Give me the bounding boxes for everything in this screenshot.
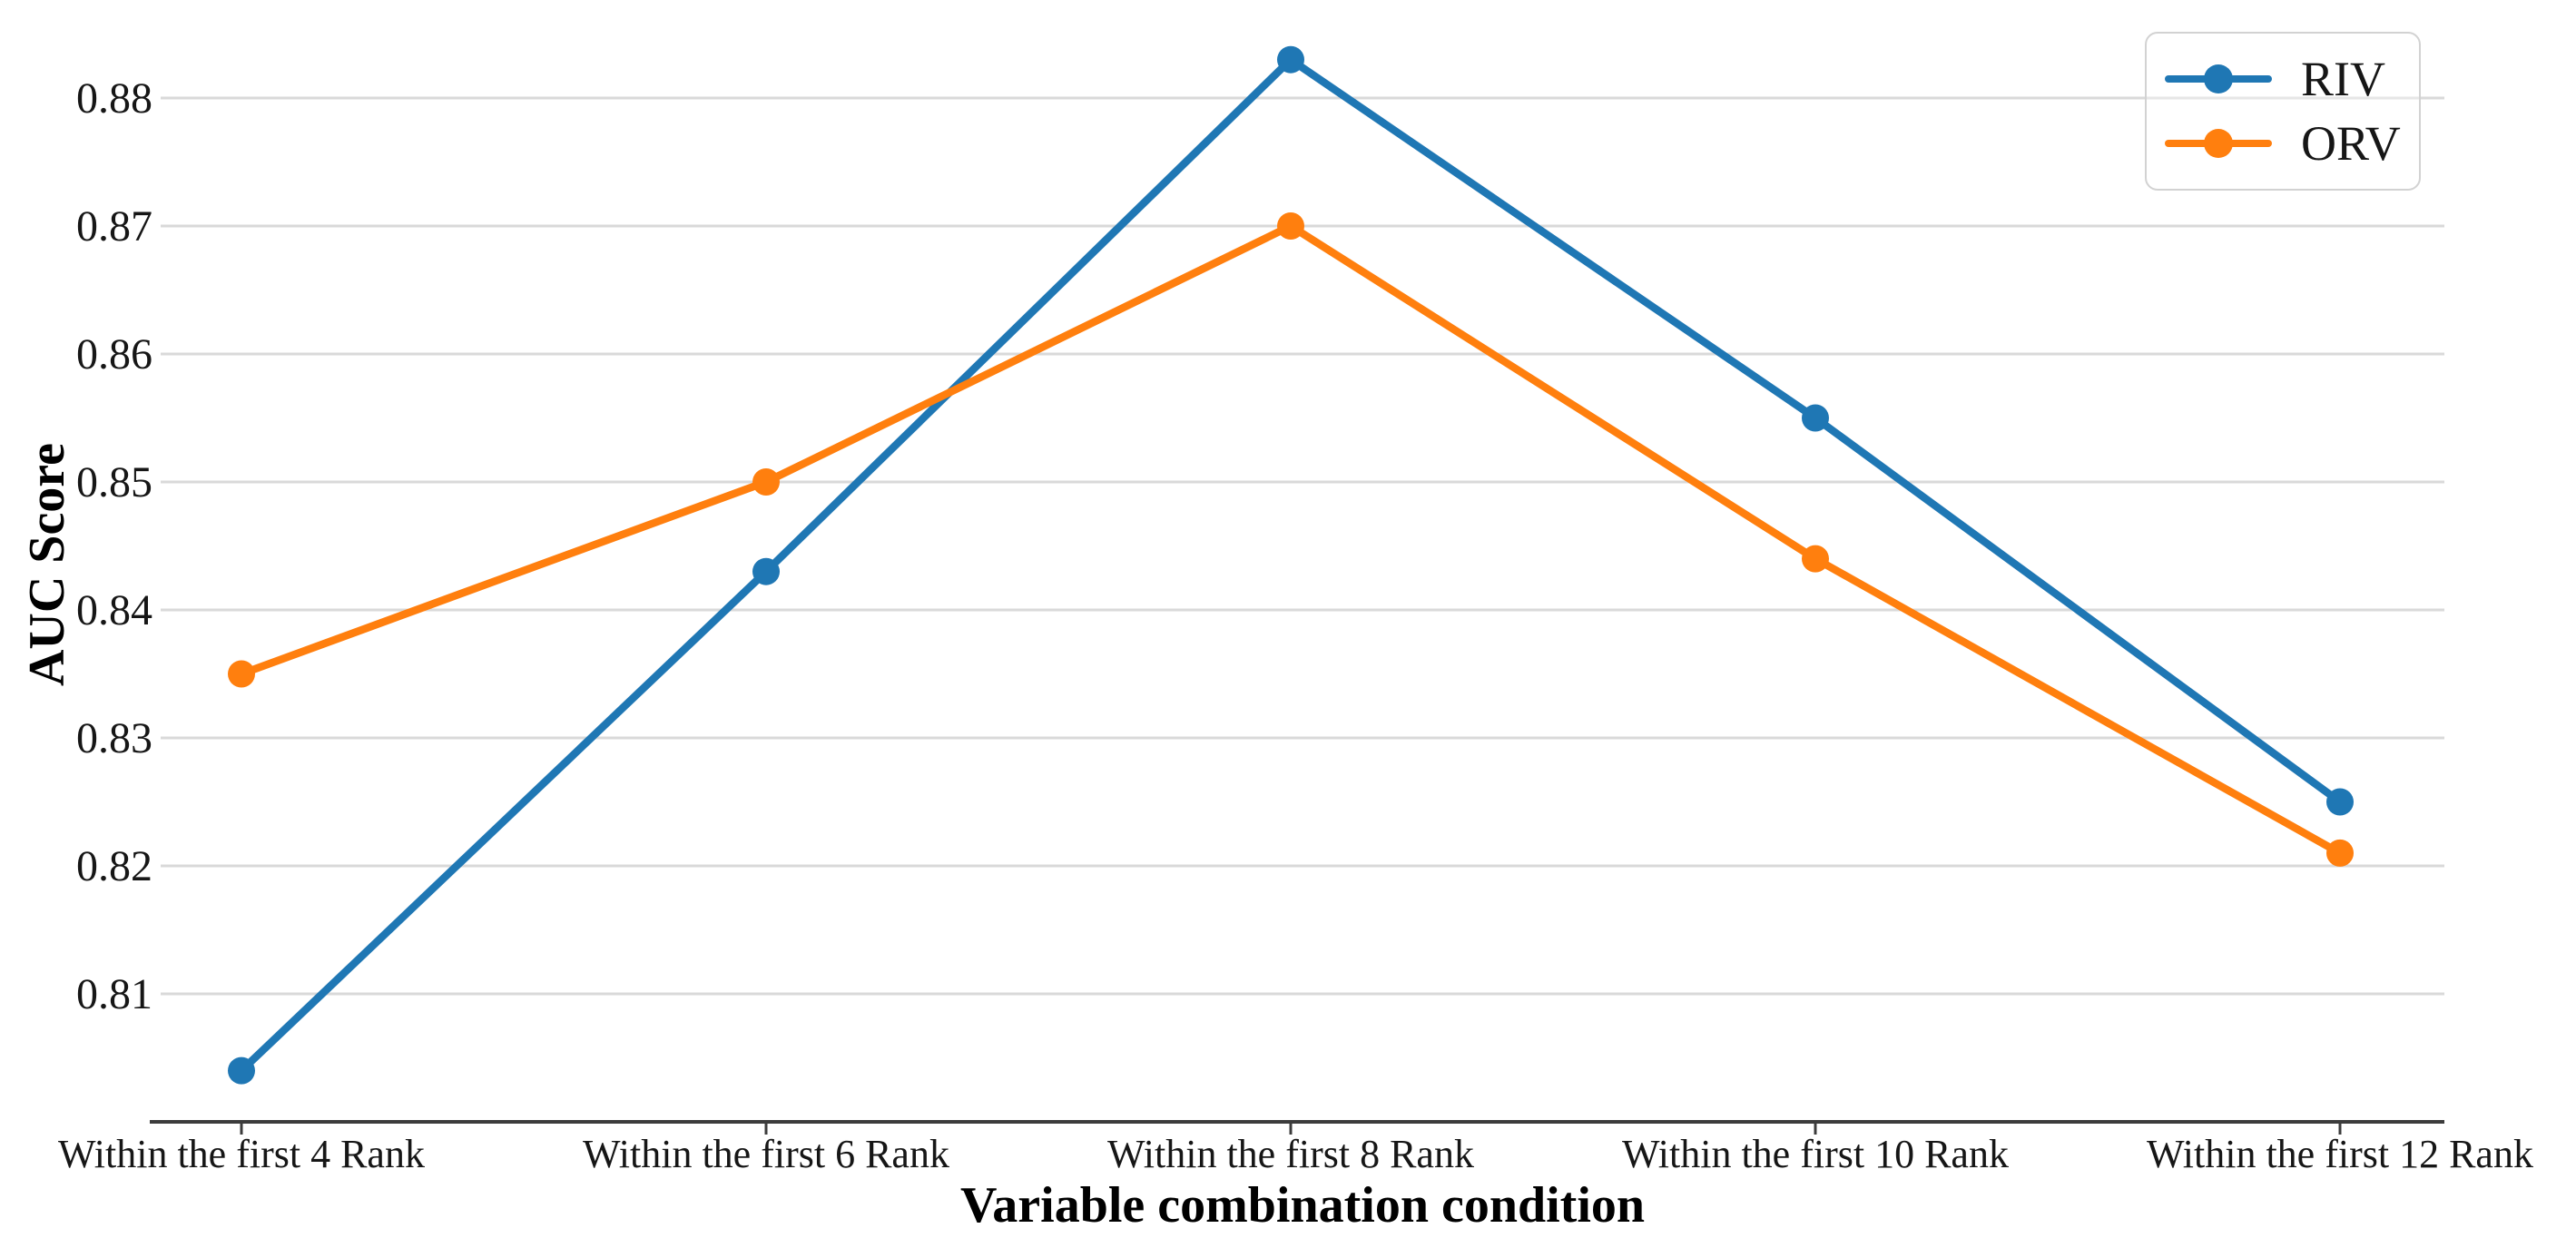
y-tick-label: 0.84 bbox=[76, 586, 152, 634]
legend-item-orv: ORV bbox=[2165, 119, 2419, 168]
y-tick-label: 0.83 bbox=[76, 714, 152, 762]
orv-line-marker-sample bbox=[2165, 129, 2272, 158]
data-point-riv bbox=[1802, 404, 1829, 432]
riv-line-marker-sample bbox=[2165, 64, 2272, 93]
data-point-orv bbox=[228, 660, 255, 688]
data-point-riv bbox=[228, 1056, 255, 1085]
y-axis-title: AUC Score bbox=[19, 443, 75, 686]
data-point-orv bbox=[1802, 545, 1829, 573]
y-tick-label: 0.86 bbox=[76, 330, 152, 378]
x-tick-label: Within the first 8 Rank bbox=[1107, 1132, 1474, 1176]
data-point-riv bbox=[2326, 788, 2354, 816]
x-tick-label: Within the first 12 Rank bbox=[2147, 1132, 2533, 1176]
data-point-riv bbox=[1277, 45, 1304, 74]
data-point-orv bbox=[752, 468, 780, 496]
y-tick-label: 0.82 bbox=[76, 842, 152, 890]
series-line-orv bbox=[237, 221, 2345, 858]
x-tick-label: Within the first 6 Rank bbox=[583, 1132, 949, 1176]
legend-label-riv: RIV bbox=[2301, 52, 2385, 106]
data-point-orv bbox=[1277, 212, 1304, 240]
y-tick-label: 0.88 bbox=[76, 74, 152, 123]
y-tick-label: 0.85 bbox=[76, 458, 152, 506]
y-tick-label: 0.87 bbox=[76, 202, 152, 251]
data-point-orv bbox=[2326, 839, 2354, 867]
x-tick-label: Within the first 4 Rank bbox=[58, 1132, 425, 1176]
legend-label-orv: ORV bbox=[2301, 116, 2401, 171]
data-point-riv bbox=[752, 557, 780, 585]
legend: RIV ORV bbox=[2145, 32, 2421, 191]
y-tick-label: 0.81 bbox=[76, 970, 152, 1018]
x-axis-title: Variable combination condition bbox=[960, 1177, 1645, 1233]
x-tick-label: Within the first 10 Rank bbox=[1622, 1132, 2009, 1176]
legend-item-riv: RIV bbox=[2165, 54, 2419, 103]
series-line-riv bbox=[237, 55, 2345, 1075]
